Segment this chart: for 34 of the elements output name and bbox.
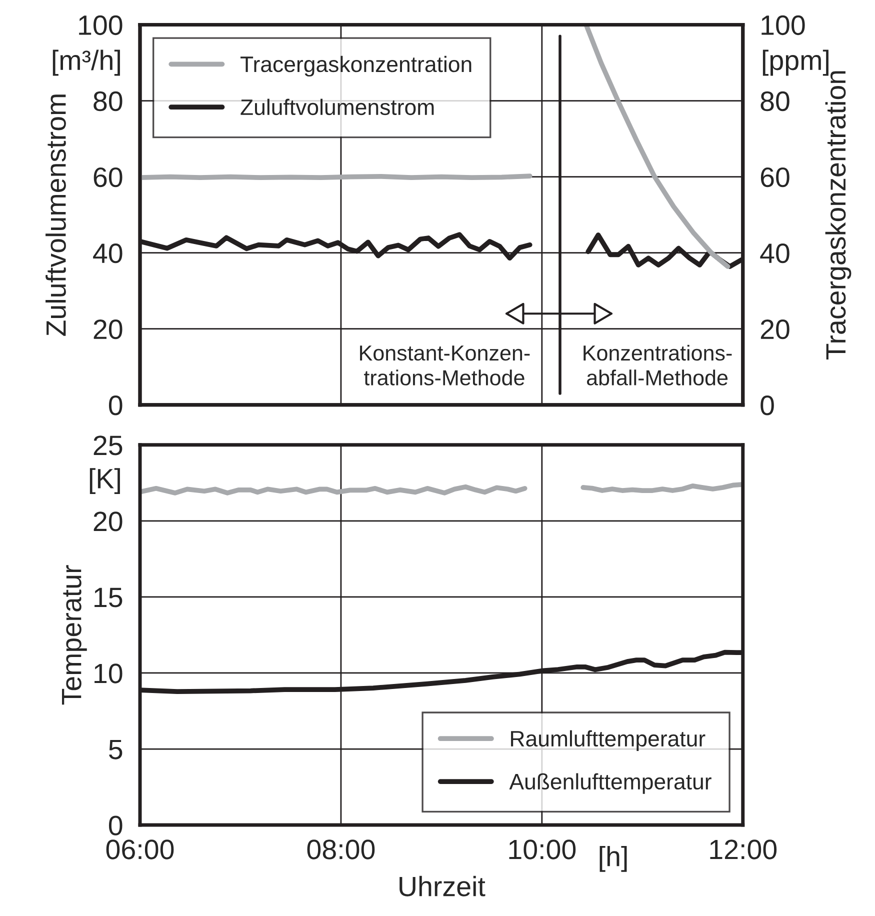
legend-label: Raumlufttemperatur: [511, 730, 706, 751]
legend-label: Tracergaskonzentration: [240, 56, 472, 77]
y-tick-label: 60: [94, 167, 122, 188]
y-tick-label: 10: [94, 664, 122, 684]
text: [m³/h]: [52, 50, 120, 76]
y-tick-label: 5: [108, 740, 122, 760]
x-axis-title: Uhrzeit: [400, 876, 486, 896]
x-tick-label: 12:00: [710, 840, 777, 860]
y-tick-label: 0: [108, 816, 122, 836]
y-tick-label: 80: [94, 91, 122, 112]
y-tick-label: 0: [108, 396, 122, 416]
y2-tick-label: 100: [762, 15, 805, 36]
y-axis-title: Zuluftvolumenstrom: [46, 94, 66, 336]
x-tick-label: 06:00: [106, 840, 174, 860]
y2-tick-label: 60: [760, 167, 790, 188]
y2-tick-label: 80: [760, 91, 790, 112]
y-tick-label: 15: [94, 588, 122, 608]
y-tick-label: 100: [79, 15, 122, 36]
y2-tick-label: 40: [760, 243, 790, 264]
y-axis-title: Temperatur: [62, 565, 87, 705]
y2-tick-label: 20: [760, 320, 790, 340]
y-tick-label: 20: [94, 512, 122, 532]
text: [h]: [600, 846, 627, 872]
legend-label: Außenlufttemperatur: [509, 773, 712, 794]
y-tick-label: 40: [93, 243, 122, 264]
legend-label: Zuluftvolumenstrom: [240, 98, 434, 116]
y2-tick-label: 0: [760, 396, 774, 416]
text: [K]: [90, 468, 120, 494]
x-tick-label: 10:00: [509, 840, 576, 860]
y-tick-label: 20: [94, 320, 122, 340]
y-tick-label: 25: [94, 436, 122, 456]
annotation: Konstant-Konzen- trations-Methode: [360, 346, 530, 386]
x-tick-label: 08:00: [307, 840, 375, 860]
annotation: Konzentrations- abfall-Methode: [584, 344, 732, 386]
